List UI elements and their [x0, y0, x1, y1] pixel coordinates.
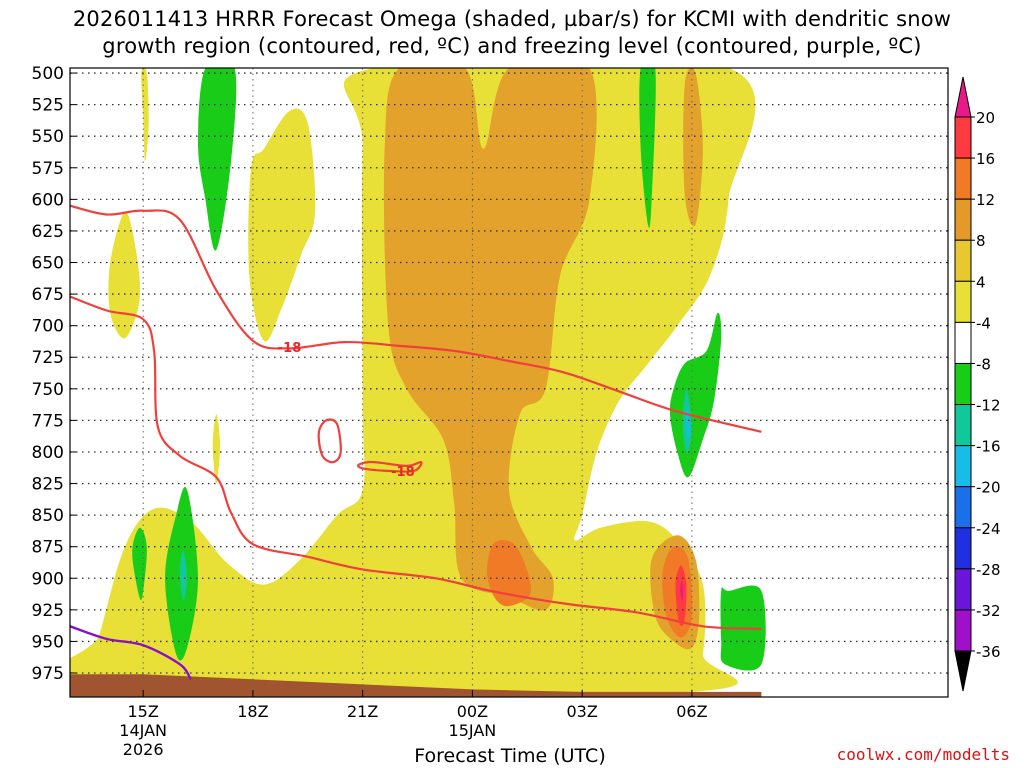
- y-tick-label-750: 750: [32, 380, 64, 400]
- omega-colorbar: 20 16 12 8 4 -4 -8 -12 -16 -20 -24 -28 -32 -36: [954, 76, 1001, 692]
- y-tick-label-975: 975: [32, 664, 64, 684]
- y-tick-label-575: 575: [32, 159, 64, 179]
- plot-frame: [69, 67, 949, 698]
- y-tick-label-500: 500: [32, 64, 64, 84]
- x-tick-label-00Z: 00Z: [457, 702, 488, 721]
- x-tick-label-15Z: 15Z: [128, 702, 159, 721]
- dendritic-contour-1: [70, 295, 762, 630]
- omega-region-11: [680, 580, 684, 601]
- colorbar-label-12: -32: [976, 602, 1001, 620]
- colorbar-label-6: -8: [976, 355, 991, 373]
- colorbar-swatch-8: [954, 445, 972, 488]
- colorbar-label-7: -12: [976, 397, 1001, 415]
- colorbar-label-4: 4: [976, 273, 986, 291]
- dendritic-contour-3: [356, 460, 423, 473]
- x-tick-year-15Z: 2026: [123, 740, 164, 759]
- omega-region-13: [639, 68, 656, 228]
- colorbar-top-arrow: [954, 76, 972, 118]
- omega-region-15: [132, 527, 147, 601]
- x-tick-date-15Z: 14JAN: [119, 721, 167, 740]
- colorbar-swatch-3: [954, 239, 972, 282]
- y-tick-label-850: 850: [32, 506, 64, 526]
- colorbar-swatch-9: [954, 486, 972, 529]
- colorbar-swatch-0: [954, 116, 972, 159]
- credit-link[interactable]: coolwx.com/modelts: [836, 745, 1010, 764]
- omega-region-16: [669, 312, 722, 478]
- colorbar-label-3: 8: [976, 232, 986, 250]
- x-tick-label-03Z: 03Z: [567, 702, 598, 721]
- omega-region-1: [248, 108, 316, 342]
- colorbar-swatch-1: [954, 157, 972, 200]
- colorbar-bottom-arrow: [954, 650, 972, 692]
- omega-region-6: [683, 68, 703, 227]
- y-tick-label-950: 950: [32, 632, 64, 652]
- omega-region-2: [108, 211, 141, 339]
- x-axis-label: Forecast Time (UTC): [414, 745, 606, 767]
- colorbar-label-11: -28: [976, 561, 1001, 579]
- freezing-level-contour: [70, 625, 192, 681]
- omega-region-3: [141, 68, 149, 162]
- omega-region-5: [383, 68, 597, 611]
- plot-border: [69, 67, 949, 698]
- colorbar-swatch-7: [954, 404, 972, 447]
- y-tick-label-725: 725: [32, 348, 64, 368]
- y-tick-label-925: 925: [32, 601, 64, 621]
- colorbar-label-13: -36: [976, 643, 1001, 661]
- omega-region-4: [212, 414, 220, 484]
- y-tick-label-900: 900: [32, 569, 64, 589]
- y-tick-label-550: 550: [32, 127, 64, 147]
- dendritic-contour-0: [70, 204, 762, 433]
- colorbar-label-8: -16: [976, 438, 1001, 456]
- colorbar-swatch-12: [954, 609, 972, 652]
- colorbar-swatch-10: [954, 527, 972, 570]
- x-tick-label-21Z: 21Z: [347, 702, 378, 721]
- colorbar-label-1: 16: [976, 150, 995, 168]
- colorbar-swatch-6: [954, 362, 972, 406]
- colorbar-swatch-4: [954, 280, 972, 323]
- y-tick-label-625: 625: [32, 222, 64, 242]
- ground-polygon: [70, 674, 762, 697]
- plot-grid: [70, 68, 948, 697]
- colorbar-label-0: 20: [976, 109, 995, 127]
- y-tick-label-775: 775: [32, 411, 64, 431]
- colorbar-swatch-2: [954, 198, 972, 241]
- y-tick-label-800: 800: [32, 443, 64, 463]
- y-tick-label-875: 875: [32, 538, 64, 558]
- y-tick-label-600: 600: [32, 190, 64, 210]
- colorbar-label-9: -20: [976, 479, 1001, 497]
- y-tick-label-650: 650: [32, 254, 64, 274]
- ground-layer: [70, 674, 762, 697]
- x-tick-date-00Z: 15JAN: [449, 721, 497, 740]
- contour-label-0: -18: [278, 341, 302, 356]
- y-tick-label-525: 525: [32, 96, 64, 116]
- x-tick-label-18Z: 18Z: [237, 702, 268, 721]
- colorbar-label-2: 12: [976, 191, 995, 209]
- omega-region-8: [487, 540, 532, 607]
- colorbar-label-10: -24: [976, 520, 1001, 538]
- dendritic-contour-2: [317, 418, 342, 464]
- x-tick-label-06Z: 06Z: [676, 702, 707, 721]
- contour-lines: -18 -18: [70, 204, 762, 681]
- y-tick-label-825: 825: [32, 475, 64, 495]
- omega-region-18: [179, 550, 188, 602]
- colorbar-swatch-11: [954, 568, 972, 611]
- colorbar-label-5: -4: [976, 314, 991, 332]
- y-tick-label-700: 700: [32, 317, 64, 337]
- omega-shading: [70, 68, 766, 697]
- contour-label-3: -18: [391, 465, 415, 480]
- omega-region-12: [198, 68, 237, 251]
- colorbar-swatch-5: [954, 321, 972, 364]
- y-axis: 500 525 550 575 600 625 650 675 700 725 750 775 800 8…: [32, 64, 76, 684]
- y-tick-label-675: 675: [32, 285, 64, 305]
- chart-title: 2026011413 HRRR Forecast Omega (shaded, …: [72, 7, 952, 58]
